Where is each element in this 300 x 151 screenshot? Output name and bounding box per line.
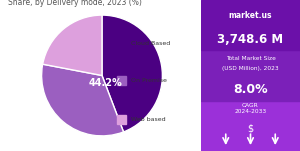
Text: Share, by Delivery mode, 2023 (%): Share, by Delivery mode, 2023 (%) <box>8 0 142 7</box>
Bar <box>117 39 126 48</box>
Text: Cloud Based: Cloud Based <box>131 41 170 46</box>
Text: CAGR
2024-2033: CAGR 2024-2033 <box>234 103 267 114</box>
Text: (USD Million), 2023: (USD Million), 2023 <box>222 66 279 71</box>
Bar <box>117 115 126 124</box>
Text: Total Market Size: Total Market Size <box>226 56 275 61</box>
Bar <box>201 50 300 101</box>
Text: 44.2%: 44.2% <box>88 78 122 88</box>
Text: market.us: market.us <box>229 11 272 20</box>
Bar <box>117 76 126 85</box>
Text: 3,748.6 M: 3,748.6 M <box>218 33 284 46</box>
Text: On Premise: On Premise <box>131 77 167 83</box>
Bar <box>201 101 300 151</box>
Text: $: $ <box>248 124 254 134</box>
Text: Web based: Web based <box>131 117 165 122</box>
Wedge shape <box>42 64 124 136</box>
Wedge shape <box>43 15 102 76</box>
Bar <box>201 0 300 50</box>
Wedge shape <box>102 15 162 132</box>
Text: 8.0%: 8.0% <box>233 83 268 96</box>
